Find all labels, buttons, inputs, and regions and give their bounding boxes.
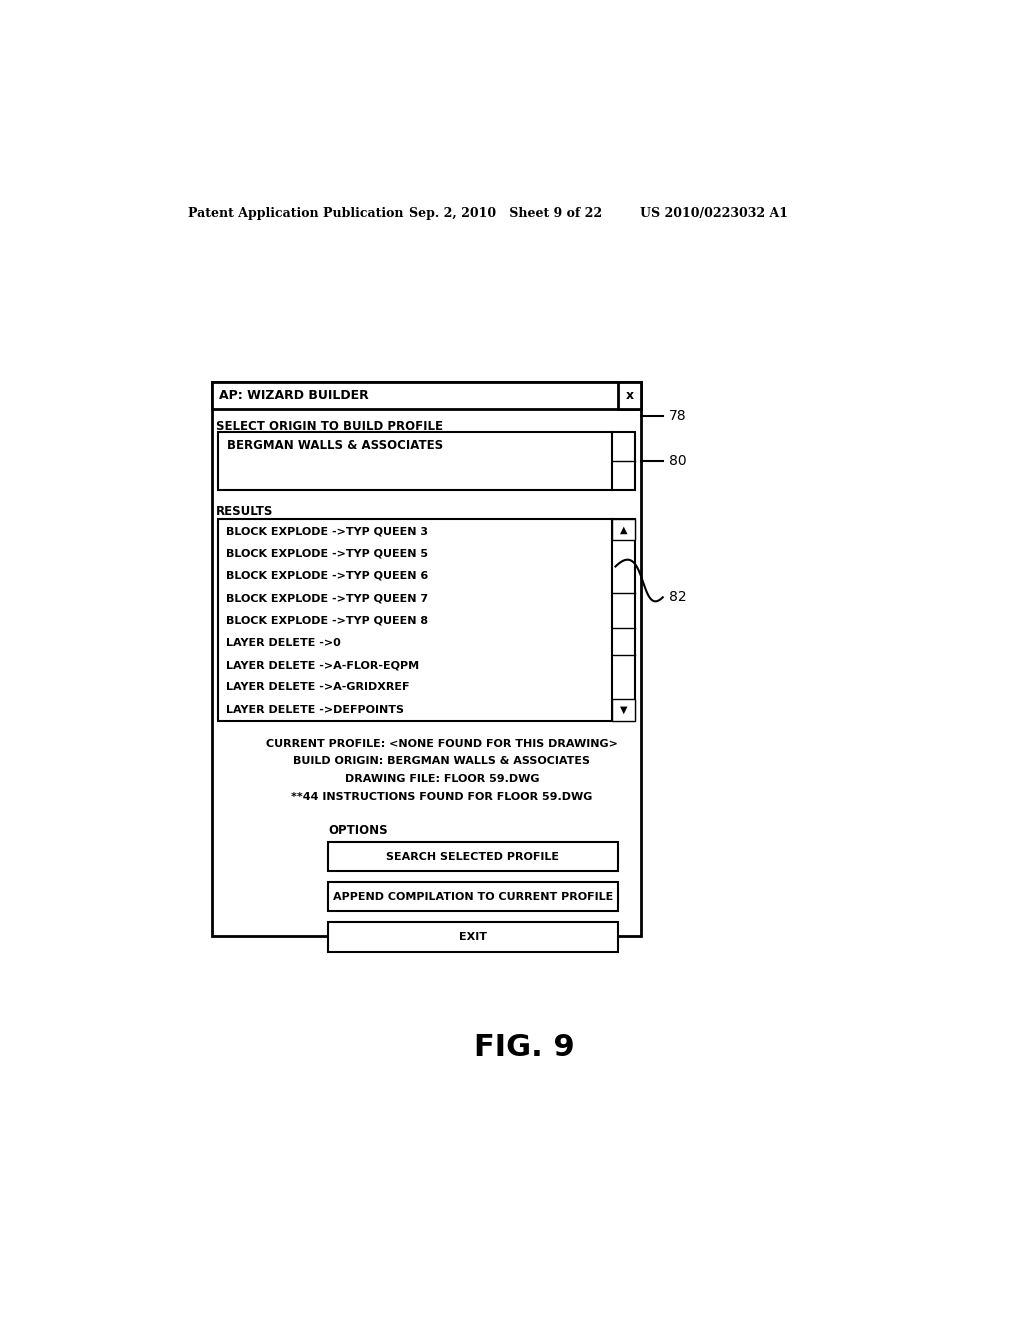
Text: SELECT ORIGIN TO BUILD PROFILE: SELECT ORIGIN TO BUILD PROFILE [216, 420, 442, 433]
Text: Sep. 2, 2010   Sheet 9 of 22: Sep. 2, 2010 Sheet 9 of 22 [409, 207, 602, 220]
Text: 80: 80 [669, 454, 686, 469]
Bar [218, 432, 635, 490]
Bar [212, 381, 641, 409]
Bar [212, 381, 641, 936]
Text: BLOCK EXPLODE ->TYP QUEEN 6: BLOCK EXPLODE ->TYP QUEEN 6 [225, 570, 428, 581]
Text: 78: 78 [669, 409, 686, 424]
Text: 82: 82 [669, 590, 686, 605]
Bar [617, 381, 641, 409]
Text: ▼: ▼ [620, 705, 627, 714]
Text: BLOCK EXPLODE ->TYP QUEEN 8: BLOCK EXPLODE ->TYP QUEEN 8 [225, 615, 428, 626]
Text: LAYER DELETE ->A-FLOR-EQPM: LAYER DELETE ->A-FLOR-EQPM [225, 660, 419, 671]
Text: DRAWING FILE: FLOOR 59.DWG: DRAWING FILE: FLOOR 59.DWG [345, 774, 539, 784]
Text: RESULTS: RESULTS [216, 506, 273, 517]
Text: LAYER DELETE ->0: LAYER DELETE ->0 [225, 638, 340, 648]
Text: LAYER DELETE ->DEFPOINTS: LAYER DELETE ->DEFPOINTS [225, 705, 403, 714]
Text: **44 INSTRUCTIONS FOUND FOR FLOOR 59.DWG: **44 INSTRUCTIONS FOUND FOR FLOOR 59.DWG [291, 792, 593, 801]
Text: CURRENT PROFILE: <NONE FOUND FOR THIS DRAWING>: CURRENT PROFILE: <NONE FOUND FOR THIS DR… [266, 739, 617, 748]
Bar [328, 842, 617, 871]
Bar [328, 923, 617, 952]
Text: BERGMAN WALLS & ASSOCIATES: BERGMAN WALLS & ASSOCIATES [227, 440, 443, 453]
Text: BUILD ORIGIN: BERGMAN WALLS & ASSOCIATES: BUILD ORIGIN: BERGMAN WALLS & ASSOCIATES [293, 756, 591, 767]
Bar [328, 882, 617, 911]
Text: EXIT: EXIT [459, 932, 486, 942]
Text: SEARCH SELECTED PROFILE: SEARCH SELECTED PROFILE [386, 851, 559, 862]
Bar [611, 700, 635, 721]
Bar [218, 519, 635, 721]
Text: OPTIONS: OPTIONS [328, 825, 387, 837]
Text: LAYER DELETE ->A-GRIDXREF: LAYER DELETE ->A-GRIDXREF [225, 682, 410, 693]
Bar [611, 519, 635, 540]
Text: APPEND COMPILATION TO CURRENT PROFILE: APPEND COMPILATION TO CURRENT PROFILE [333, 892, 613, 902]
Text: BLOCK EXPLODE ->TYP QUEEN 5: BLOCK EXPLODE ->TYP QUEEN 5 [225, 548, 428, 558]
Text: FIG. 9: FIG. 9 [474, 1034, 575, 1063]
Text: ▲: ▲ [620, 524, 627, 535]
Text: BLOCK EXPLODE ->TYP QUEEN 7: BLOCK EXPLODE ->TYP QUEEN 7 [225, 593, 428, 603]
Text: BLOCK EXPLODE ->TYP QUEEN 3: BLOCK EXPLODE ->TYP QUEEN 3 [225, 527, 428, 536]
Text: Patent Application Publication: Patent Application Publication [188, 207, 403, 220]
Text: x: x [626, 388, 634, 401]
Text: AP: WIZARD BUILDER: AP: WIZARD BUILDER [219, 388, 370, 401]
Text: US 2010/0223032 A1: US 2010/0223032 A1 [640, 207, 787, 220]
